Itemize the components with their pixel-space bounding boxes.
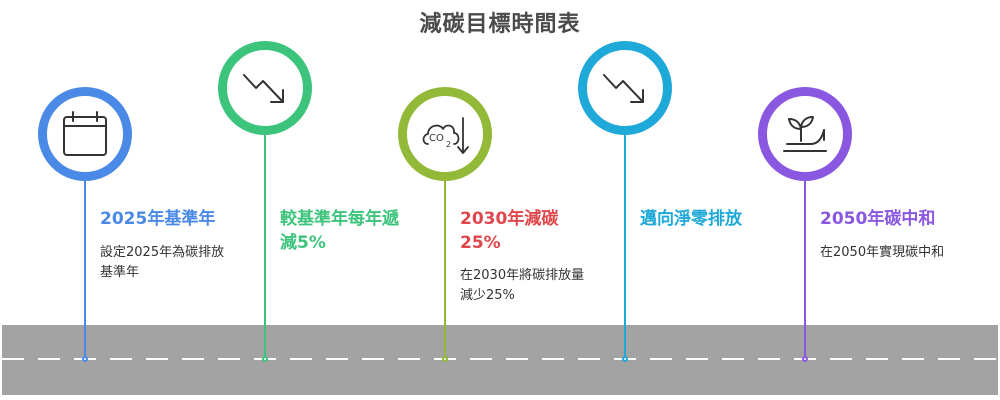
milestone-1-description: 設定2025年為碳排放 基準年 (100, 245, 225, 280)
milestone-3-description: 在2030年將碳排放量 減少25% (460, 268, 585, 303)
milestone-5-description: 在2050年實現碳中和 (820, 245, 945, 260)
milestone-1-stem (84, 180, 86, 358)
milestone-4-heading: 邁向淨零排放 (640, 209, 742, 229)
diagram-title: 減碳目標時間表 (419, 12, 581, 37)
milestone-3-heading: 2030年減碳 25% (460, 209, 559, 253)
milestone-3-circle: CO 2 (398, 87, 492, 181)
milestone-5-stem (804, 180, 806, 358)
milestone-2-stem (264, 135, 266, 358)
calendar-icon (63, 111, 107, 156)
milestone-2-dot (262, 356, 268, 362)
seedling-hand-icon (783, 116, 827, 152)
co2-down-icon: CO 2 (422, 117, 469, 154)
milestone-1-heading: 2025年基準年 (100, 209, 216, 229)
milestone-2-circle (218, 41, 312, 135)
milestone-3-dot (442, 356, 448, 362)
road (2, 325, 998, 395)
milestone-4-circle (578, 41, 672, 135)
svg-text:2: 2 (446, 140, 451, 149)
trend-down-icon (603, 74, 644, 103)
trend-down-icon (243, 74, 284, 103)
milestone-1-circle (38, 87, 132, 181)
svg-text:CO: CO (429, 133, 444, 144)
milestone-2-heading: 較基準年每年遞 減5% (280, 209, 399, 253)
milestone-4-dot (622, 356, 628, 362)
milestone-5-heading: 2050年碳中和 (820, 209, 936, 229)
milestone-3-stem (444, 180, 446, 358)
milestone-1-dot (82, 356, 88, 362)
milestone-5-dot (802, 356, 808, 362)
milestone-5-circle (758, 87, 852, 181)
milestone-4-stem (624, 135, 626, 358)
road-dashed-line (2, 358, 998, 360)
